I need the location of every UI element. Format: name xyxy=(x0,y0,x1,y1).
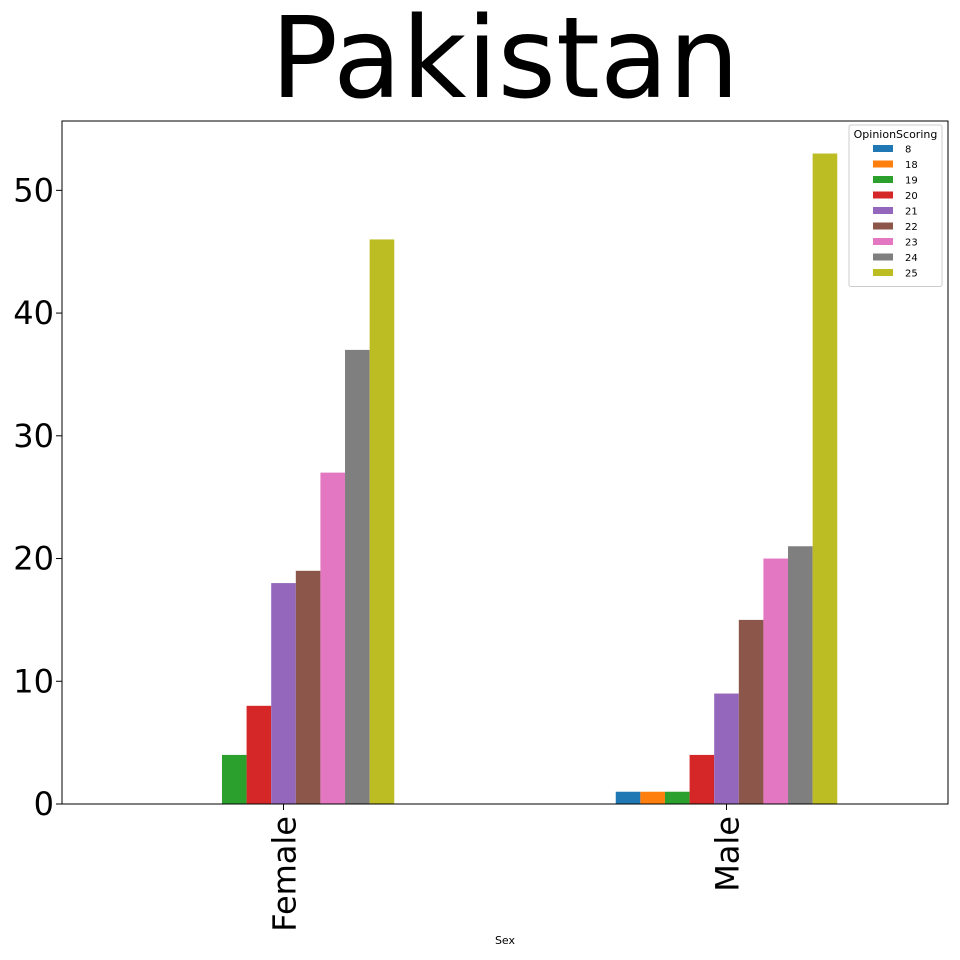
legend-swatch-23 xyxy=(873,238,893,245)
bar-female-21 xyxy=(271,583,296,804)
bar-male-24 xyxy=(788,546,813,804)
bar-female-25 xyxy=(369,239,395,804)
y-tick-label: 10 xyxy=(13,662,54,700)
legend-box xyxy=(848,124,943,287)
bar-female-22 xyxy=(295,570,321,804)
plot-frame xyxy=(61,120,949,805)
bar-female-20 xyxy=(246,705,272,804)
bar-male-21 xyxy=(714,693,739,804)
y-tick-label: 50 xyxy=(13,171,54,209)
y-tick-label: 30 xyxy=(13,417,54,455)
y-axis: 0 10 20 30 40 50 xyxy=(13,171,62,823)
x-axis: Female Male xyxy=(266,804,747,932)
legend-swatch-20 xyxy=(873,191,893,199)
legend-swatch-21 xyxy=(873,207,893,214)
bar-male-8 xyxy=(615,791,641,804)
legend-swatch-24 xyxy=(873,253,893,261)
bars-layer xyxy=(221,153,838,804)
legend[interactable]: OpinionScoring 8 18 19 20 21 22 23 24 25 xyxy=(848,124,943,287)
bar-female-19 xyxy=(221,754,247,804)
legend-swatch-8 xyxy=(873,145,893,152)
bar-male-20 xyxy=(689,754,715,804)
legend-swatch-18 xyxy=(873,160,893,168)
y-tick-label: 20 xyxy=(13,540,54,578)
legend-label-20: 20 xyxy=(905,191,918,202)
bar-male-23 xyxy=(763,558,789,804)
bar-female-24 xyxy=(345,349,370,804)
bar-female-23 xyxy=(320,472,346,804)
legend-swatch-22 xyxy=(873,222,893,230)
legend-label-21: 21 xyxy=(905,207,918,218)
legend-label-18: 18 xyxy=(905,160,918,171)
bar-male-25 xyxy=(812,153,838,804)
legend-swatch-19 xyxy=(873,176,893,183)
legend-label-24: 24 xyxy=(905,253,918,264)
x-tick-label: Female xyxy=(266,816,304,932)
bar-male-18 xyxy=(640,791,665,804)
legend-label-25: 25 xyxy=(905,269,918,280)
x-tick-label: Male xyxy=(709,816,747,892)
legend-label-19: 19 xyxy=(905,176,918,187)
legend-label-22: 22 xyxy=(905,222,918,233)
legend-title: OpinionScoring xyxy=(854,128,938,141)
bar-male-22 xyxy=(738,619,764,804)
legend-items: 8 18 19 20 21 22 23 24 25 xyxy=(873,145,918,280)
legend-label-23: 23 xyxy=(905,238,918,249)
y-tick-label: 0 xyxy=(34,785,54,823)
legend-swatch-25 xyxy=(873,269,893,276)
chart-title: Pakistan xyxy=(271,0,740,124)
legend-label-8: 8 xyxy=(905,145,911,156)
x-axis-label: Sex xyxy=(495,934,516,947)
bar-male-19 xyxy=(664,791,690,804)
y-tick-label: 40 xyxy=(13,294,54,332)
